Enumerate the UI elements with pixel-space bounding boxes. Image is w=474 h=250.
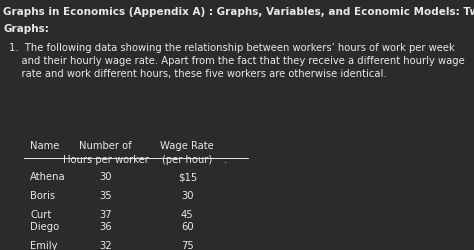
Text: Emily: Emily (30, 240, 58, 250)
Text: 75: 75 (181, 240, 194, 250)
Text: Hours per worker: Hours per worker (63, 155, 149, 165)
Text: Name: Name (30, 140, 60, 150)
Text: 45: 45 (181, 210, 193, 220)
Text: .: . (224, 155, 227, 165)
Text: $15: $15 (178, 172, 197, 181)
Text: 37: 37 (100, 210, 112, 220)
Text: 1.  The following data showing the relationship between workers’ hours of work p: 1. The following data showing the relati… (9, 43, 465, 79)
Text: Wage Rate: Wage Rate (160, 140, 214, 150)
Text: 60: 60 (181, 222, 193, 232)
Text: Number of: Number of (79, 140, 132, 150)
Text: Athena: Athena (30, 172, 66, 181)
Text: 30: 30 (100, 172, 112, 181)
Text: Curt: Curt (30, 210, 52, 220)
Text: Graphs in Economics (Appendix A) : Graphs, Variables, and Economic Models: Two V: Graphs in Economics (Appendix A) : Graph… (3, 7, 474, 17)
Text: 36: 36 (100, 222, 112, 232)
Text: (per hour): (per hour) (162, 155, 212, 165)
Text: Graphs:: Graphs: (3, 24, 49, 34)
Text: Boris: Boris (30, 190, 55, 200)
Text: Diego: Diego (30, 222, 59, 232)
Text: 32: 32 (100, 240, 112, 250)
Text: 35: 35 (100, 190, 112, 200)
Text: 30: 30 (181, 190, 193, 200)
